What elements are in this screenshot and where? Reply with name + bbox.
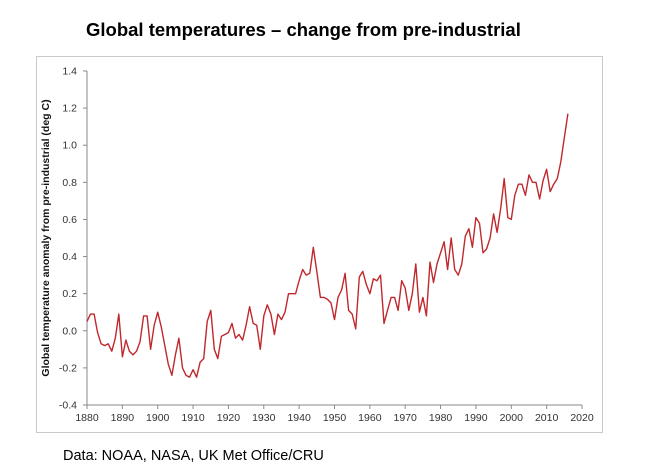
chart-title: Global temperatures – change from pre-in… [86,19,521,40]
y-tick-label: 1.2 [62,103,77,115]
series-line-0 [86,113,569,378]
x-tick-label: 2000 [500,412,524,424]
x-tick-label: 1930 [252,412,276,424]
y-axis-ticks: -0.4 -0.2 0.0 0.2 0.4 0.6 0.8 1.0 1.2 1.4 [59,66,87,412]
y-tick-label: 1.0 [62,140,77,152]
x-tick-label: 1940 [287,412,311,424]
x-tick-label: 1920 [217,412,241,424]
x-tick-label: 1970 [394,412,418,424]
chart-axes [86,71,582,406]
y-tick-label: 0.8 [62,177,77,189]
x-tick-label: 1910 [181,412,205,424]
x-tick-label: 1900 [146,412,170,424]
y-tick-label: 0.4 [62,251,77,263]
y-tick-label: 0.2 [62,288,77,300]
y-tick-label: 1.4 [62,66,77,78]
x-tick-label: 2020 [570,412,594,424]
y-tick-label: -0.2 [59,362,77,374]
x-axis-ticks: 1880 1890 1900 1910 1920 1930 1940 1950 1960 1970… [75,405,594,424]
x-tick-label: 1950 [323,412,347,424]
y-tick-label: 0.6 [62,214,77,226]
x-tick-label: 1890 [111,412,135,424]
data-source-note: Data: NOAA, NASA, UK Met Office/CRU [63,448,324,464]
x-tick-label: 2010 [535,412,559,424]
y-tick-label: 0.0 [62,325,77,337]
x-tick-label: 1880 [75,412,99,424]
y-axis-label: Global temperature anomaly from pre-indu… [40,99,52,376]
x-tick-label: 1990 [464,412,488,424]
x-tick-label: 1960 [358,412,382,424]
x-tick-label: 1980 [429,412,453,424]
y-tick-label: -0.4 [59,400,77,412]
chart-frame [36,56,603,433]
series-group [86,113,569,378]
